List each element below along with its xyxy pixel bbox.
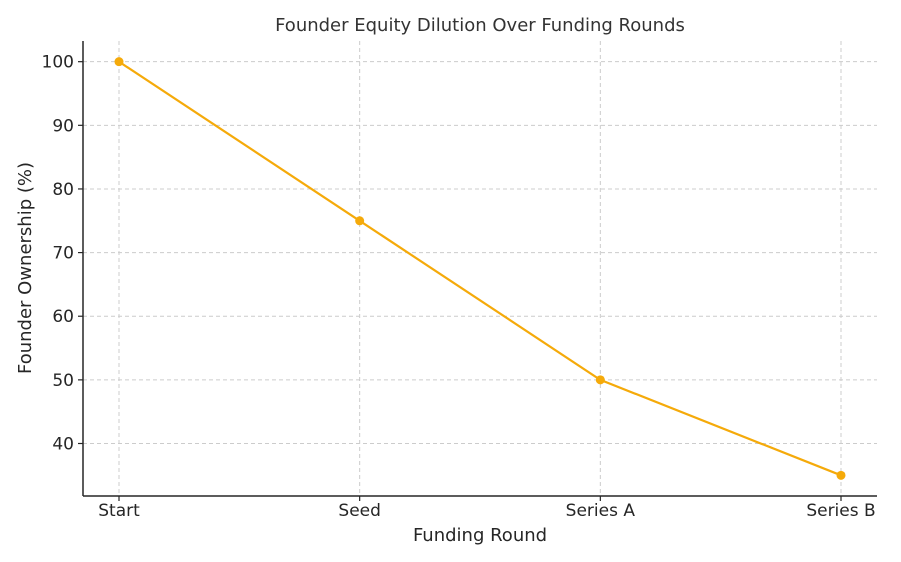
y-tick-label: 60 (52, 307, 74, 327)
x-tick-label: Start (98, 501, 140, 521)
series-line (118, 60, 842, 477)
x-axis-label: Funding Round (413, 525, 547, 546)
y-tick-label: 40 (52, 435, 74, 455)
data-point (836, 470, 846, 480)
y-tick-label: 80 (52, 180, 74, 200)
y-tick-label: 50 (52, 371, 74, 391)
y-tick-label: 90 (52, 116, 74, 136)
chart-title: Founder Equity Dilution Over Funding Rou… (275, 15, 685, 36)
data-point (114, 57, 124, 67)
ticks-layer: Start Seed Series A Series B 40 50 60 70 80 90 100 (42, 53, 876, 521)
y-tick-label: 70 (52, 244, 74, 264)
x-tick-label: Series A (566, 501, 636, 521)
series-layer (114, 57, 846, 480)
axes-layer (82, 41, 877, 497)
y-tick-label: 100 (42, 53, 74, 73)
x-tick-label: Seed (338, 501, 381, 521)
grid-layer (83, 41, 877, 496)
x-tick-label: Series B (806, 501, 875, 521)
data-point (355, 216, 365, 226)
data-point (595, 375, 605, 385)
y-axis-label: Founder Ownership (%) (15, 162, 36, 374)
